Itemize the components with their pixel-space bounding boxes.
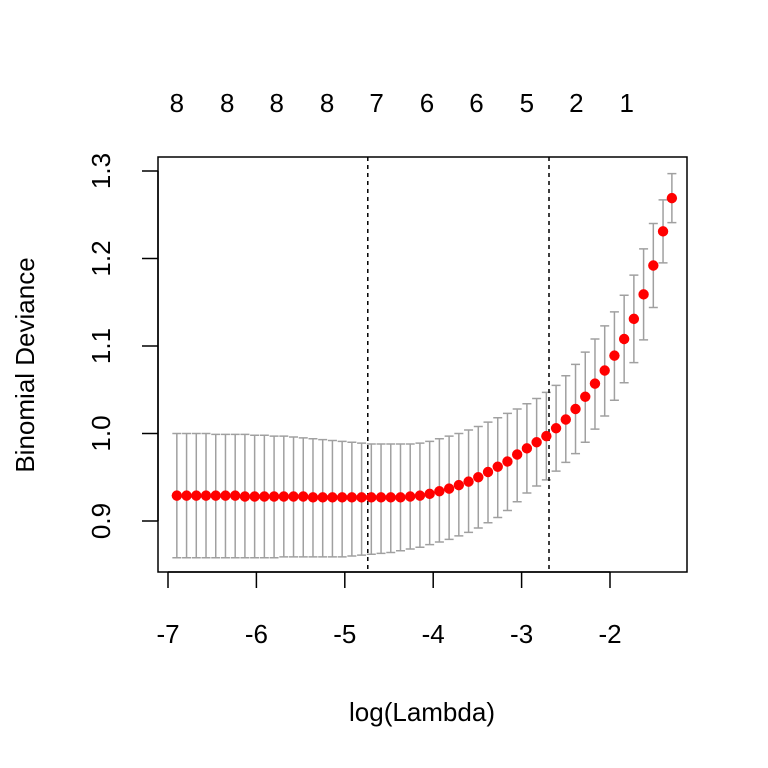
- y-tick-label: 1.0: [86, 415, 116, 451]
- data-point: [249, 491, 260, 502]
- data-point: [473, 472, 484, 483]
- data-point: [648, 260, 659, 271]
- top-axis: 8 8 8 8 7 6 6 5 2 1: [170, 88, 634, 118]
- data-point: [550, 423, 562, 434]
- data-point: [434, 486, 445, 497]
- x-axis: -7 -6 -5 -4 -3 -2: [156, 571, 622, 649]
- data-point: [657, 226, 669, 237]
- data-point: [599, 365, 610, 376]
- y-axis-label: Binomial Deviance: [10, 257, 40, 472]
- data-point: [307, 492, 319, 503]
- data-point: [278, 491, 290, 502]
- data-point: [268, 491, 280, 502]
- data-point: [200, 490, 212, 501]
- top-axis-label: 1: [620, 88, 634, 118]
- data-point: [609, 350, 620, 361]
- x-tick-label: -6: [245, 619, 268, 649]
- data-point: [366, 492, 377, 503]
- data-point: [628, 313, 640, 325]
- data-point: [666, 192, 678, 204]
- top-axis-label: 8: [170, 88, 184, 118]
- data-point: [181, 490, 192, 501]
- data-point: [395, 492, 406, 503]
- data-point: [492, 461, 503, 472]
- plot-frame: [157, 156, 688, 573]
- x-tick-label: -2: [598, 619, 621, 649]
- top-axis-label: 8: [320, 88, 334, 118]
- data-point: [424, 488, 435, 500]
- data-point: [511, 449, 523, 460]
- data-point: [453, 479, 465, 491]
- data-point: [541, 430, 552, 442]
- data-point: [414, 490, 426, 501]
- refline-layer: [367, 157, 550, 572]
- data-point: [171, 490, 183, 501]
- data-point: [327, 492, 338, 503]
- data-point: [570, 403, 581, 415]
- data-point: [482, 466, 494, 478]
- data-point: [210, 490, 221, 501]
- data-point: [356, 492, 367, 503]
- x-axis-label: log(Lambda): [349, 697, 495, 727]
- y-tick-label: 1.1: [86, 328, 116, 364]
- top-axis-label: 7: [369, 88, 383, 118]
- data-point: [385, 492, 396, 503]
- data-point: [580, 391, 591, 402]
- data-point: [560, 414, 571, 425]
- data-point: [531, 437, 542, 448]
- data-point: [375, 492, 387, 503]
- top-axis-label: 6: [469, 88, 483, 118]
- data-point: [336, 492, 348, 503]
- top-axis-label: 5: [520, 88, 534, 118]
- data-point: [317, 492, 328, 503]
- data-point: [346, 492, 358, 503]
- data-point: [443, 483, 455, 494]
- data-point: [298, 491, 309, 502]
- data-point: [229, 490, 241, 501]
- data-point: [638, 289, 649, 300]
- data-point: [589, 378, 601, 389]
- data-point: [288, 491, 299, 502]
- top-axis-label: 2: [569, 88, 583, 118]
- data-point: [463, 476, 474, 487]
- x-tick-label: -7: [156, 619, 179, 649]
- data-point: [220, 490, 231, 501]
- top-axis-label: 8: [269, 88, 283, 118]
- data-point: [502, 456, 513, 467]
- top-axis-label: 8: [220, 88, 234, 118]
- data-point: [259, 491, 270, 502]
- data-point: [405, 491, 416, 502]
- data-point: [239, 491, 251, 502]
- x-tick-label: -3: [510, 619, 533, 649]
- top-axis-label: 6: [420, 88, 434, 118]
- y-tick-label: 0.9: [86, 503, 116, 539]
- data-point: [191, 490, 202, 501]
- data-point: [521, 443, 533, 454]
- x-tick-label: -5: [333, 619, 356, 649]
- y-axis: 0.9 1.0 1.1 1.2 1.3: [86, 153, 159, 539]
- point-layer: [171, 192, 678, 503]
- y-tick-label: 1.3: [86, 153, 116, 189]
- y-tick-label: 1.2: [86, 240, 116, 276]
- data-point: [618, 333, 630, 345]
- x-tick-label: -4: [422, 619, 445, 649]
